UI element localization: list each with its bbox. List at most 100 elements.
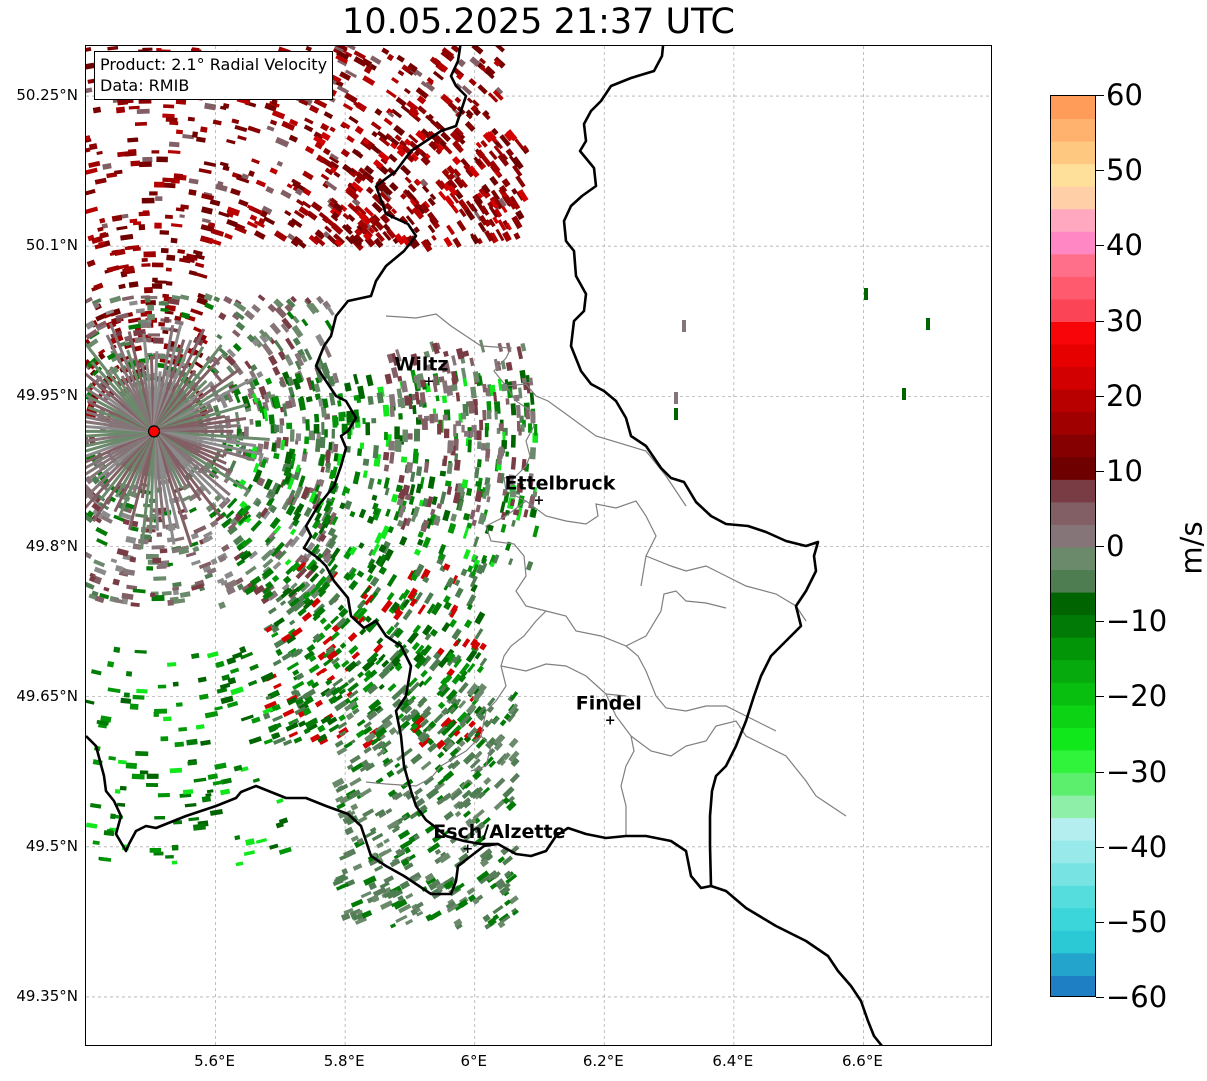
- echo-pixel: [458, 899, 469, 908]
- echo-pixel: [484, 230, 494, 242]
- echo-pixel: [259, 333, 269, 344]
- echo-pixel: [357, 600, 366, 609]
- echo-pixel: [353, 50, 366, 60]
- lat-tick-label: 50.1°N: [25, 236, 78, 255]
- echo-pixel: [484, 65, 496, 77]
- echo-pixel: [337, 604, 345, 612]
- echo-pixel: [425, 913, 434, 922]
- colorbar-band: [1051, 276, 1095, 300]
- echo-pixel: [460, 845, 469, 854]
- colorbar-band: [1051, 141, 1095, 165]
- echo-pixel: [383, 477, 390, 490]
- echo-pixel: [263, 738, 273, 745]
- echo-pixel: [236, 543, 245, 552]
- echo-pixel: [428, 720, 437, 729]
- echo-pixel: [382, 757, 391, 765]
- echo-pixel: [351, 236, 363, 248]
- echo-pixel: [479, 848, 493, 860]
- echo-pixel: [492, 89, 504, 101]
- echo-pixel: [251, 716, 261, 724]
- echo-pixel: [482, 914, 491, 923]
- echo-pixel: [295, 464, 301, 473]
- echo-pixel: [414, 391, 421, 405]
- echo-pixel: [255, 837, 268, 844]
- echo-pixel: [373, 237, 384, 249]
- echo-pixel: [408, 396, 413, 410]
- echo-pixel: [306, 643, 316, 653]
- echo-pixel: [292, 511, 302, 522]
- echo-pixel: [325, 462, 332, 469]
- echo-pixel: [385, 89, 397, 99]
- echo-pixel: [150, 593, 156, 597]
- echo-pixel: [425, 787, 440, 800]
- echo-pixel: [394, 663, 403, 672]
- echo-pixel: [170, 237, 178, 244]
- echo-pixel: [502, 431, 506, 443]
- echo-pixel: [466, 594, 477, 608]
- echo-pixel: [340, 148, 351, 158]
- echo-pixel: [110, 813, 116, 820]
- city-esch-alzette[interactable]: +Esch/Alzette: [433, 821, 565, 857]
- echo-pixel: [314, 229, 326, 240]
- echo-pixel: [262, 707, 274, 715]
- echo-pixel: [486, 705, 495, 714]
- echo-pixel: [516, 507, 523, 521]
- echo-pixel: [369, 576, 380, 587]
- echo-pixel: [224, 570, 234, 580]
- data-source-label: Data: RMIB: [100, 76, 190, 95]
- echo-pixel: [474, 611, 486, 625]
- echo-pixel: [234, 124, 248, 133]
- echo-pixel: [510, 434, 516, 448]
- city-wiltz[interactable]: +Wiltz: [394, 353, 448, 389]
- echo-pixel: [324, 167, 334, 176]
- echo-pixel: [440, 727, 450, 737]
- echo-pixel: [371, 130, 379, 138]
- echo-pixel: [219, 161, 229, 167]
- city-findel[interactable]: +Findel: [576, 693, 642, 729]
- echo-pixel: [263, 216, 276, 226]
- echo-pixel: [446, 486, 453, 496]
- echo-pixel: [276, 550, 287, 561]
- echo-pixel: [240, 766, 249, 772]
- radar-map[interactable]: + Wiltz + Ettelbruck + Findel + Esch/Alzette: [85, 45, 992, 1046]
- echo-pixel: [374, 705, 382, 712]
- echo-pixel: [377, 478, 382, 485]
- echo-pixel: [472, 770, 482, 781]
- echo-pixel: [292, 235, 303, 246]
- lat-tick-label: 49.35°N: [16, 986, 78, 1005]
- echo-pixel: [358, 167, 366, 175]
- echo-pixel: [480, 154, 493, 168]
- echo-pixel: [474, 628, 484, 640]
- echo-pixel: [448, 618, 457, 628]
- echo-pixel: [388, 726, 398, 736]
- echo-pixel: [393, 510, 401, 521]
- echo-pixel: [398, 903, 412, 914]
- echo-pixel: [452, 491, 461, 504]
- echo-pixel: [156, 532, 163, 537]
- echo-pixel: [124, 335, 131, 343]
- echo-pixel: [460, 779, 471, 789]
- echo-pixel: [515, 175, 526, 188]
- echo-pixel: [396, 519, 404, 528]
- city-ettelbruck[interactable]: +Ettelbruck: [505, 472, 616, 508]
- echo-pixel: [265, 625, 273, 633]
- echo-pixel: [287, 477, 295, 490]
- echo-pixel: [315, 438, 321, 453]
- echo-pixel: [469, 357, 475, 367]
- echo-pixel: [345, 814, 359, 826]
- echo-pixel: [129, 526, 139, 532]
- echo-pixel: [398, 413, 403, 420]
- echo-pixel: [94, 243, 102, 250]
- echo-pixel: [319, 617, 327, 625]
- echo-pixel: [418, 731, 428, 740]
- echo-pixel: [262, 712, 271, 720]
- colorbar-band: [1051, 930, 1095, 954]
- echo-pixel: [352, 912, 364, 921]
- echo-pixel: [294, 187, 304, 196]
- echo-pixel: [441, 395, 448, 404]
- echo-pixel: [419, 392, 426, 405]
- colorbar-band: [1051, 727, 1095, 751]
- echo-pixel: [482, 132, 494, 143]
- echo-pixel: [401, 588, 411, 600]
- echo-pixel: [129, 218, 138, 224]
